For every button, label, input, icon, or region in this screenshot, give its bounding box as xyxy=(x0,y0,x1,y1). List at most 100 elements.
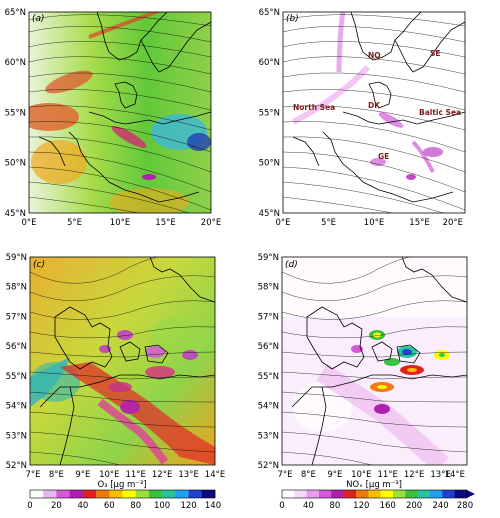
svg-text:60°N: 60°N xyxy=(5,58,26,68)
colorbar-cell xyxy=(405,490,418,498)
svg-text:5°E: 5°E xyxy=(321,218,336,228)
svg-text:8°E: 8°E xyxy=(301,470,316,480)
svg-text:13°E: 13°E xyxy=(430,470,450,480)
place-ge: GE xyxy=(378,152,389,161)
coastlines-a xyxy=(38,12,211,203)
svg-text:15°E: 15°E xyxy=(155,218,175,228)
svg-text:9°E: 9°E xyxy=(327,470,342,480)
svg-text:7°E: 7°E xyxy=(25,470,40,480)
colorbar-cell xyxy=(356,490,369,498)
svg-text:15°E: 15°E xyxy=(409,218,429,228)
svg-text:140: 140 xyxy=(205,501,221,511)
svg-text:8°E: 8°E xyxy=(49,470,64,480)
svg-text:10°E: 10°E xyxy=(110,218,130,228)
place-labels: NO SE North Sea DK Baltic Sea GE xyxy=(293,49,461,161)
colorbar-cell xyxy=(417,490,431,498)
panel-b: NO SE North Sea DK Baltic Sea GE (b) 0°E… xyxy=(259,8,466,228)
colorbar-o3-ticks: 0 20 40 60 80 100 120 140 xyxy=(27,501,221,511)
svg-text:11°E: 11°E xyxy=(125,470,145,480)
coastlines-b xyxy=(292,12,465,203)
svg-text:11°E: 11°E xyxy=(377,470,397,480)
coastlines-c xyxy=(39,257,215,465)
colorbar-cell xyxy=(69,490,84,498)
svg-text:80: 80 xyxy=(130,501,141,511)
y-ticks-a: 65°N 60°N 55°N 50°N 45°N xyxy=(5,8,26,219)
panel-a: (a) 0°E 5°E 10°E 15°E 20°E 65°N 60°N 55°… xyxy=(5,8,222,228)
svg-text:59°N: 59°N xyxy=(258,253,279,263)
colorbar-cell xyxy=(56,490,70,498)
svg-text:50°N: 50°N xyxy=(259,159,280,169)
svg-text:55°N: 55°N xyxy=(6,372,27,382)
svg-text:45°N: 45°N xyxy=(259,209,280,219)
svg-text:60°N: 60°N xyxy=(259,58,280,68)
colorbar-cell xyxy=(306,490,320,498)
colorbar-cell xyxy=(135,490,150,498)
svg-text:0°E: 0°E xyxy=(21,218,36,228)
colorbar-cell xyxy=(122,490,137,498)
colorbar-cell xyxy=(331,490,344,498)
svg-text:55°N: 55°N xyxy=(258,372,279,382)
place-no: NO xyxy=(368,51,381,60)
colorbar-cell xyxy=(201,490,216,498)
place-north-sea: North Sea xyxy=(293,103,335,112)
colorbar-o3-label: O₃ [μg m⁻³] xyxy=(97,480,146,490)
svg-text:50°N: 50°N xyxy=(5,159,26,169)
colorbar-cell xyxy=(343,490,357,498)
svg-text:20°E: 20°E xyxy=(201,218,221,228)
svg-text:54°N: 54°N xyxy=(6,402,27,412)
svg-text:100: 100 xyxy=(154,501,170,511)
svg-text:20°E: 20°E xyxy=(443,218,463,228)
svg-text:40: 40 xyxy=(303,501,314,511)
y-ticks-c: 59°N 58°N 57°N 56°N 55°N 54°N 53°N 52°N xyxy=(6,253,27,471)
colorbar-cell xyxy=(82,490,97,498)
svg-text:120: 120 xyxy=(353,501,369,511)
svg-text:14°E: 14°E xyxy=(205,470,225,480)
coastlines-d xyxy=(291,257,467,465)
svg-text:54°N: 54°N xyxy=(258,402,279,412)
colorbar-nox: 0 40 80 120 160 200 240 280 NOₓ [μg m⁻³] xyxy=(279,480,475,511)
colorbar-cell xyxy=(380,490,394,498)
svg-text:59°N: 59°N xyxy=(6,253,27,263)
streamlines-c xyxy=(30,257,215,465)
svg-text:120: 120 xyxy=(180,501,196,511)
svg-text:55°N: 55°N xyxy=(259,109,280,119)
colorbar-cell xyxy=(188,490,203,498)
svg-text:12°E: 12°E xyxy=(152,470,172,480)
x-ticks-a: 0°E 5°E 10°E 15°E 20°E xyxy=(21,218,221,228)
colorbar-o3: 0 20 40 60 80 100 120 140 O₃ [μg m⁻³] xyxy=(27,480,221,511)
place-se: SE xyxy=(430,49,441,58)
x-ticks-b: 0°E 5°E 10°E 15°E 20°E xyxy=(275,218,463,228)
colorbar-cell xyxy=(393,490,406,498)
colorbar-cell xyxy=(96,490,110,498)
svg-text:58°N: 58°N xyxy=(6,283,27,293)
x-ticks-c: 7°E 8°E 9°E 10°E 11°E 12°E 13°E 14°E xyxy=(25,470,225,480)
svg-text:58°N: 58°N xyxy=(258,283,279,293)
colorbar-cell xyxy=(162,490,176,498)
svg-text:80: 80 xyxy=(329,501,340,511)
svg-text:65°N: 65°N xyxy=(5,8,26,18)
streamlines-d xyxy=(282,257,467,465)
colorbar-cell xyxy=(175,490,189,498)
svg-text:280: 280 xyxy=(457,501,473,511)
svg-text:160: 160 xyxy=(380,501,396,511)
svg-text:13°E: 13°E xyxy=(178,470,198,480)
svg-text:52°N: 52°N xyxy=(6,461,27,471)
svg-text:0: 0 xyxy=(279,501,284,511)
svg-text:65°N: 65°N xyxy=(259,8,280,18)
svg-text:7°E: 7°E xyxy=(277,470,292,480)
panel-label-d: (d) xyxy=(285,260,298,270)
svg-text:57°N: 57°N xyxy=(258,312,279,322)
svg-text:40: 40 xyxy=(77,501,88,511)
svg-text:56°N: 56°N xyxy=(6,342,27,352)
x-ticks-d: 7°E 8°E 9°E 10°E 11°E 12°E 13°E 14°E xyxy=(277,470,465,480)
panel-label-b: (b) xyxy=(286,14,299,24)
svg-text:20: 20 xyxy=(51,501,62,511)
y-ticks-d: 59°N 58°N 57°N 56°N 55°N 54°N 53°N 52°N xyxy=(258,253,279,471)
svg-text:60: 60 xyxy=(104,501,115,511)
svg-text:55°N: 55°N xyxy=(5,109,26,119)
svg-text:52°N: 52°N xyxy=(258,461,279,471)
colorbar-cell xyxy=(454,490,468,498)
svg-text:56°N: 56°N xyxy=(258,342,279,352)
colorbar-nox-label: NOₓ [μg m⁻³] xyxy=(346,480,402,490)
svg-text:9°E: 9°E xyxy=(75,470,90,480)
